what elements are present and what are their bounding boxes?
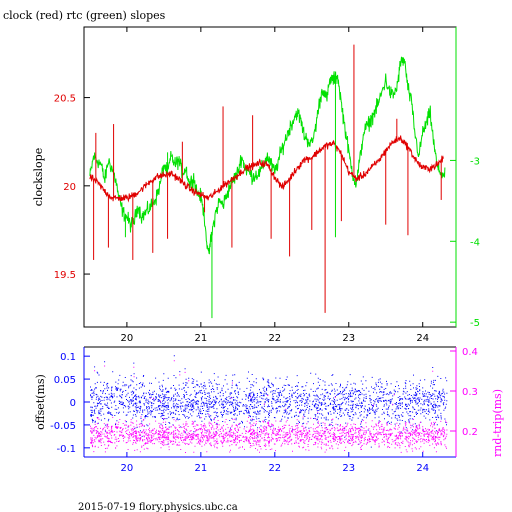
slopes-y-tick-label-2: 20.5 xyxy=(54,94,76,105)
offset-x-tick-label-2: 22 xyxy=(268,463,281,474)
offset-x-tick-label-0: 20 xyxy=(121,463,134,474)
offset-series xyxy=(90,355,448,453)
offset-ticks: 20 21 22 23 24 -0.1 -0.05 0 0.05 0.1 0.2 0.3 0.4 xyxy=(50,347,478,474)
slopes-panel: 20 21 22 23 24 19.5 20 20.5 -5 -4 -3 clockslope xyxy=(32,26,480,344)
offset-x-tick-label-1: 21 xyxy=(194,463,207,474)
offset-y-tick-label-4: 0.1 xyxy=(60,352,76,363)
rndtrip-y-axis-label: rnd-trip(ms) xyxy=(491,389,504,457)
offset-x-tick-label-3: 23 xyxy=(342,463,355,474)
footer-caption: 2015-07-19 flory.physics.ubc.ca xyxy=(78,502,238,512)
slopes-y-tick-label-1: 20 xyxy=(63,182,76,193)
slopes-x-tick-label-2: 22 xyxy=(268,333,281,344)
slopes-x-tick-label-3: 23 xyxy=(342,333,355,344)
rndtrip-y-tick-label-0: 0.2 xyxy=(462,427,478,438)
offset-y-axis-label: offset(ms) xyxy=(34,374,47,430)
offset-y-tick-label-1: -0.05 xyxy=(50,421,76,432)
rtc-y-tick-label-2: -3 xyxy=(470,156,480,167)
offset-y-tick-label-2: 0 xyxy=(70,398,76,409)
rndtrip-y-tick-label-2: 0.4 xyxy=(462,347,478,358)
slopes-ticks: 20 21 22 23 24 19.5 20 20.5 -5 -4 -3 xyxy=(54,27,480,344)
rndtrip-scatter xyxy=(90,360,448,453)
chart-title: clock (red) rtc (green) slopes xyxy=(3,9,166,22)
rtc-y-tick-label-0: -5 xyxy=(470,318,480,329)
slopes-left-axis-frame xyxy=(83,26,457,328)
rtc-slope-line xyxy=(89,56,446,255)
rndtrip-y-tick-label-1: 0.3 xyxy=(462,387,478,398)
slopes-x-tick-label-4: 24 xyxy=(416,333,429,344)
offset-panel: 20 21 22 23 24 -0.1 -0.05 0 0.05 0.1 0.2 0.3 0.4 off… xyxy=(34,346,504,474)
rtc-y-tick-label-1: -4 xyxy=(470,237,480,248)
offset-scatter xyxy=(90,355,448,448)
slopes-series xyxy=(89,44,446,319)
slopes-y-axis-label: clockslope xyxy=(32,148,45,206)
clock-slope-line xyxy=(89,135,444,203)
offset-y-tick-label-0: -0.1 xyxy=(56,444,76,455)
offset-x-tick-label-4: 24 xyxy=(416,463,429,474)
slopes-y-tick-label-0: 19.5 xyxy=(54,270,76,281)
slopes-x-tick-label-1: 21 xyxy=(194,333,207,344)
slopes-x-tick-label-0: 20 xyxy=(121,333,134,344)
offset-y-tick-label-3: 0.05 xyxy=(54,375,76,386)
